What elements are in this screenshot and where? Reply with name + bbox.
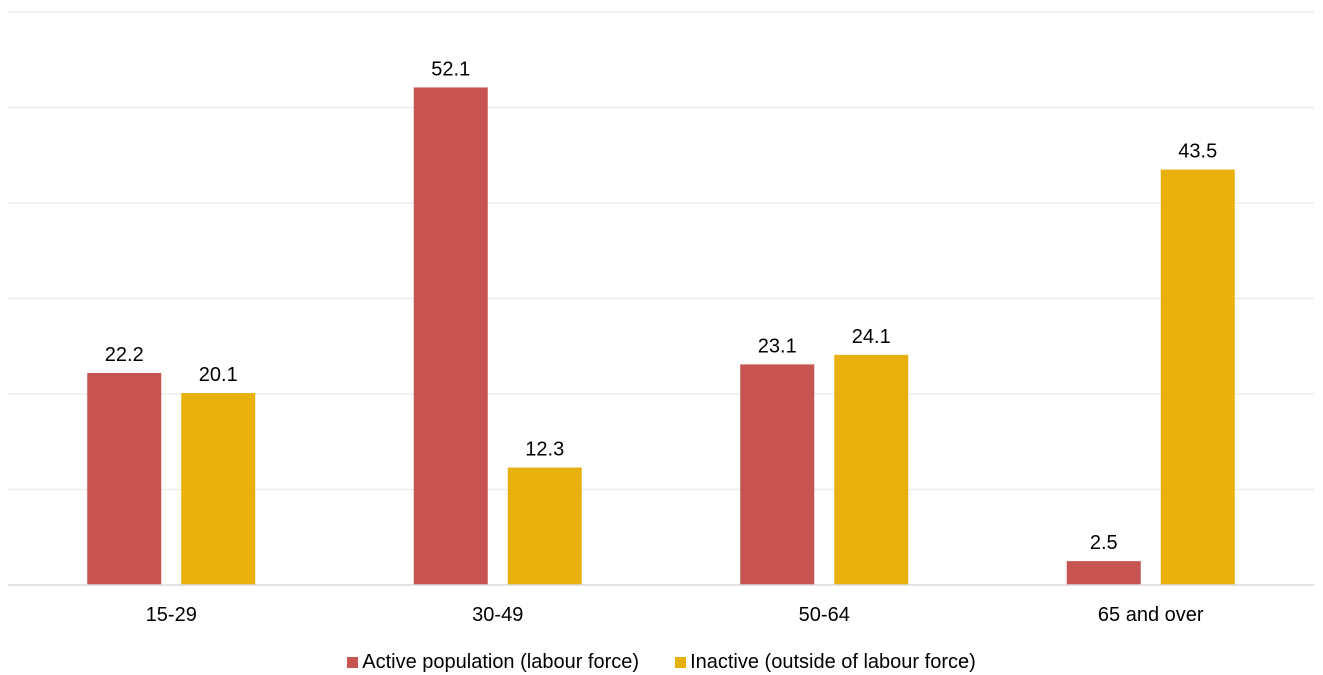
value-labels: 22.2 20.1 52.1 12.3 23.1 24.1 2.5 43.5 — [105, 58, 1217, 554]
data-label: 22.2 — [105, 344, 144, 366]
bar-inactive-3 — [1160, 169, 1235, 585]
data-label: 43.5 — [1178, 141, 1217, 163]
bar-chart: 22.2 20.1 52.1 12.3 23.1 24.1 2.5 43.5 15-29 30-… — [8, 11, 1314, 626]
bar-inactive-0 — [181, 393, 256, 585]
legend: Active population (labour force) Inactiv… — [0, 650, 1323, 674]
data-label: 12.3 — [525, 439, 564, 461]
legend-item-inactive: Inactive (outside of labour force) — [675, 651, 976, 674]
bar-active-2 — [740, 364, 815, 585]
bar-active-3 — [1066, 561, 1141, 585]
data-label: 23.1 — [758, 335, 797, 357]
category-label: 65 and over — [1098, 604, 1204, 626]
data-label: 20.1 — [199, 364, 238, 386]
bar-inactive-1 — [507, 467, 582, 585]
bar-active-1 — [413, 87, 488, 585]
bars — [87, 87, 1235, 585]
category-labels: 15-29 30-49 50-64 65 and over — [146, 604, 1204, 626]
data-label: 2.5 — [1090, 532, 1118, 554]
data-label: 24.1 — [852, 326, 891, 348]
bar-inactive-2 — [834, 354, 909, 585]
data-label: 52.1 — [431, 58, 470, 80]
legend-label-inactive: Inactive (outside of labour force) — [690, 650, 976, 673]
category-label: 30-49 — [472, 604, 523, 626]
legend-item-active: Active population (labour force) — [347, 651, 639, 674]
legend-label-active: Active population (labour force) — [362, 650, 640, 673]
category-label: 50-64 — [799, 604, 850, 626]
legend-swatch-inactive — [675, 656, 687, 668]
category-label: 15-29 — [146, 604, 197, 626]
bar-active-0 — [87, 372, 162, 585]
legend-swatch-active — [347, 656, 359, 668]
